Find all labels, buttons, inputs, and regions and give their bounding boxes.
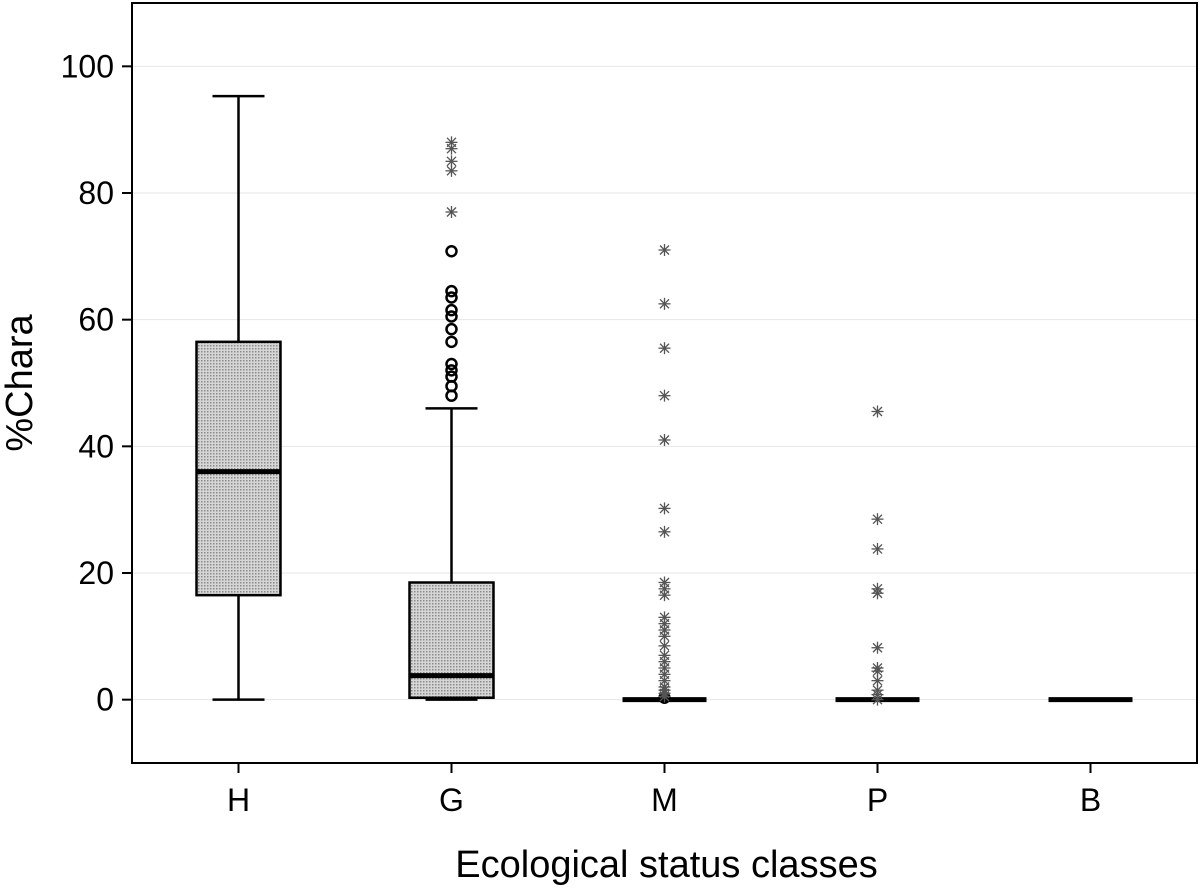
x-axis-title: Ecological status classes	[455, 844, 877, 886]
x-tick-label: P	[867, 782, 888, 818]
box-iqr	[408, 581, 495, 700]
plot-area	[195, 94, 1133, 706]
y-tick-label: 60	[78, 302, 114, 338]
outlier-point	[445, 364, 458, 377]
extreme-point	[658, 297, 671, 310]
extreme-point	[871, 641, 884, 654]
box-group-M	[622, 244, 707, 705]
x-tick-label: M	[651, 782, 678, 818]
extreme-point	[658, 244, 671, 256]
extreme-point	[658, 342, 671, 355]
y-tick-label: 20	[78, 555, 114, 591]
outlier-point	[445, 322, 458, 336]
outlier-point	[445, 245, 458, 258]
extreme-point	[658, 502, 671, 515]
x-tick-label: G	[439, 782, 464, 818]
outlier-point	[445, 357, 458, 371]
y-tick-label: 0	[96, 682, 114, 718]
y-tick-label: 80	[78, 175, 114, 211]
extreme-point	[871, 405, 884, 418]
extreme-point	[658, 525, 671, 538]
extreme-point	[871, 582, 884, 595]
outlier-point	[445, 310, 458, 323]
y-tick-label: 100	[61, 48, 114, 84]
extreme-point	[871, 662, 884, 674]
extreme-point	[658, 611, 671, 624]
gridlines	[132, 65, 1197, 701]
y-axis-ticks: 0 20 40 60 80 100	[61, 48, 132, 718]
outlier-point	[445, 303, 458, 317]
outlier-point	[445, 370, 458, 383]
outlier-point	[445, 335, 458, 349]
box-group-H	[195, 94, 282, 701]
extreme-point	[445, 206, 458, 218]
box-iqr	[195, 340, 282, 597]
extreme-point	[871, 542, 884, 555]
x-tick-label: B	[1080, 782, 1101, 818]
outlier-point	[445, 284, 458, 298]
extreme-point	[658, 576, 671, 589]
box-group-P	[835, 405, 920, 706]
y-axis-title: %Chara	[0, 313, 41, 451]
x-tick-label: H	[227, 782, 250, 818]
extreme-point	[445, 136, 458, 149]
y-tick-label: 40	[78, 428, 114, 464]
outlier-point	[445, 291, 458, 304]
extreme-point	[658, 434, 671, 446]
extreme-point	[445, 164, 458, 177]
extreme-point	[658, 649, 671, 662]
box-group-G	[408, 136, 495, 701]
extreme-point	[871, 513, 884, 526]
extreme-point	[658, 389, 671, 402]
extreme-point	[445, 155, 458, 168]
